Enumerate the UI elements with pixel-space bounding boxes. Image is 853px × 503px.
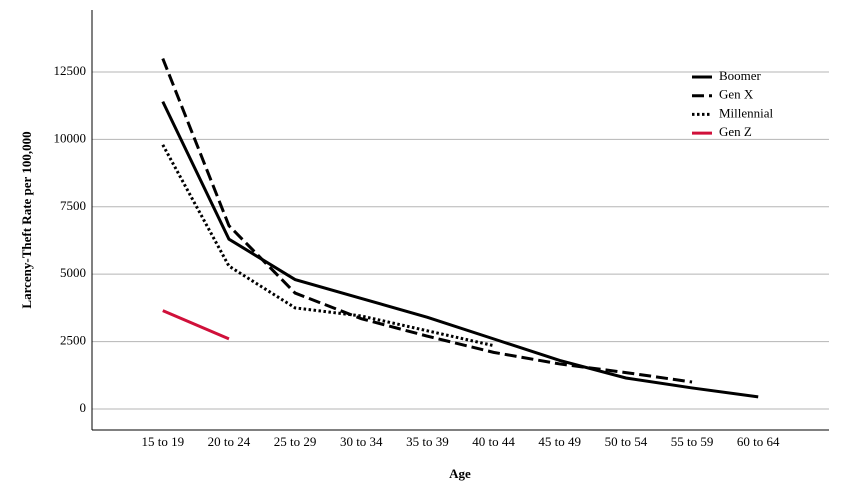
series-line <box>161 144 494 348</box>
x-tick-label: 35 to 39 <box>406 434 449 449</box>
y-tick-label: 10000 <box>54 130 87 145</box>
y-tick-label: 5000 <box>60 265 86 280</box>
y-tick-label: 12500 <box>54 63 87 78</box>
x-tick-label: 15 to 19 <box>141 434 184 449</box>
x-tick-label: 45 to 49 <box>538 434 581 449</box>
x-tick-label: 20 to 24 <box>208 434 251 449</box>
x-tick-label: 60 to 64 <box>737 434 780 449</box>
y-tick-label: 0 <box>80 400 87 415</box>
x-tick-label: 30 to 34 <box>340 434 383 449</box>
x-tick-label: 55 to 59 <box>671 434 714 449</box>
y-tick-label: 2500 <box>60 333 86 348</box>
legend-label: Boomer <box>719 68 762 83</box>
legend-label: Gen X <box>719 87 754 102</box>
x-axis-label: Age <box>449 466 471 481</box>
series-line <box>161 57 693 384</box>
series-line <box>162 309 230 341</box>
x-tick-label: 50 to 54 <box>605 434 648 449</box>
y-tick-label: 7500 <box>60 198 86 213</box>
x-tick-label: 40 to 44 <box>472 434 515 449</box>
legend-label: Millennial <box>719 105 774 120</box>
y-axis-label: Larceny-Theft Rate per 100,000 <box>19 131 34 308</box>
x-tick-label: 25 to 29 <box>274 434 317 449</box>
legend-label: Gen Z <box>719 124 752 139</box>
